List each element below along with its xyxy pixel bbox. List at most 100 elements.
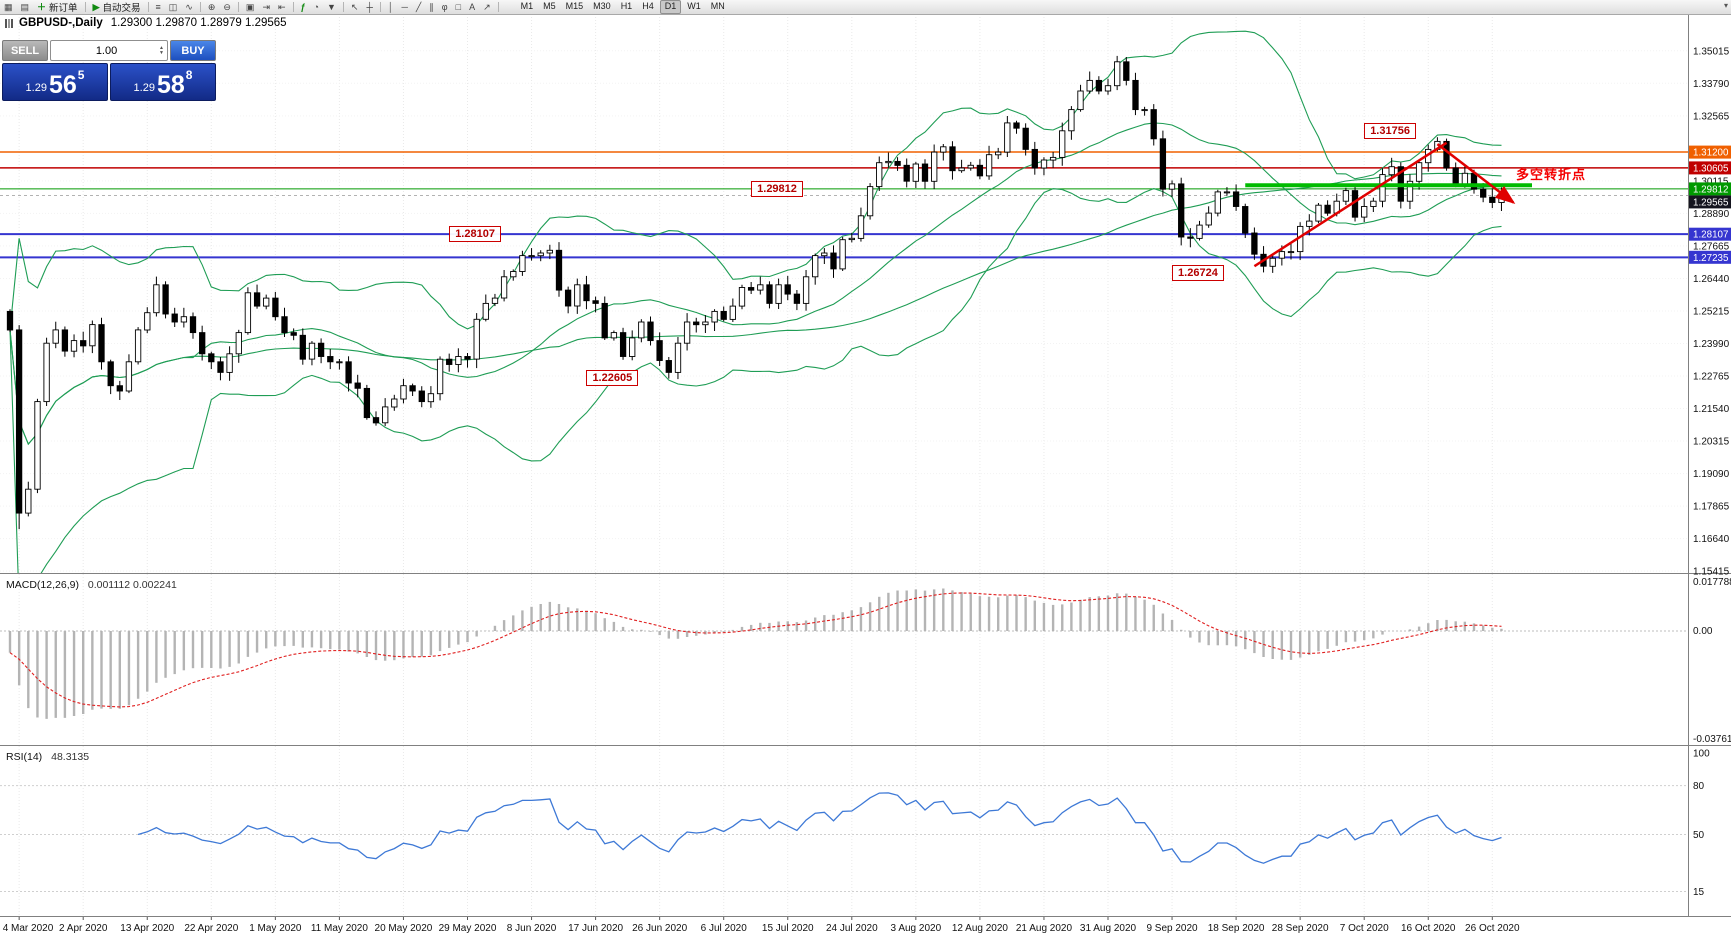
chart-profiles-icon[interactable]: ▤ (18, 1, 33, 13)
toolbar-overflow-icon[interactable]: ▾ (1723, 1, 1728, 10)
buy-button[interactable]: BUY (170, 40, 216, 61)
price-callout[interactable]: 1.29812 (751, 180, 803, 197)
vertical-line-icon: │ (387, 2, 394, 12)
svg-text:16 Oct 2020: 16 Oct 2020 (1401, 923, 1456, 934)
annotation-text[interactable]: 多空转折点 (1516, 166, 1587, 182)
arrow-objects-icon[interactable]: ↗ (480, 1, 494, 13)
svg-text:1.31200: 1.31200 (1693, 148, 1729, 159)
plus-icon: ＋ (37, 2, 47, 12)
play-icon: ▶ (92, 2, 100, 12)
cursor-icon[interactable]: ↖ (348, 1, 362, 13)
timeframe-h1-button[interactable]: H1 (620, 1, 633, 11)
chart-shift-icon[interactable]: ⇤ (275, 1, 289, 13)
toolbar-separator (199, 2, 201, 12)
line-chart-icon[interactable]: ∿ (182, 1, 196, 13)
macd-name: MACD(12,26,9) (6, 579, 79, 591)
new-order-button[interactable]: ＋新订单 (34, 1, 81, 14)
svg-text:4 Mar 2020: 4 Mar 2020 (3, 923, 54, 934)
price-callout[interactable]: 1.31756 (1364, 122, 1416, 139)
price-callout[interactable]: 1.26724 (1172, 265, 1224, 282)
equidistant-channel-icon: ∥ (429, 2, 434, 12)
timeframe-d1-button[interactable]: D1 (659, 0, 682, 14)
timeframe-m15-button[interactable]: M15 (565, 1, 584, 11)
svg-text:1 May 2020: 1 May 2020 (249, 923, 302, 934)
trend-line[interactable] (1253, 141, 1448, 268)
chart-title: GBPUSD-,Daily 1.29300 1.29870 1.28979 1.… (5, 17, 287, 29)
timeframe-m1-button[interactable]: M1 (520, 1, 534, 11)
crosshair-icon[interactable]: ┼ (363, 1, 375, 13)
svg-text:50: 50 (1693, 830, 1705, 841)
timeframe-w1-button[interactable]: W1 (687, 1, 701, 11)
price-badge (1689, 250, 1731, 264)
timeframe-h4-button[interactable]: H4 (642, 1, 654, 11)
svg-text:1.20315: 1.20315 (1693, 437, 1730, 448)
sell-price-big: 56 (48, 71, 77, 99)
price-callout[interactable]: 1.28107 (449, 226, 501, 243)
svg-text:100: 100 (1693, 749, 1710, 760)
templates-icon: ▼ (326, 2, 336, 12)
bar-chart-icon: ≡ (155, 2, 161, 12)
macd-panel (0, 588, 1688, 719)
toolbar-separator (342, 2, 344, 12)
periods-icon[interactable]: ◔ (311, 1, 322, 13)
cursor-icon: ↖ (350, 2, 359, 12)
buy-price-button[interactable]: 1.29 58 8 (110, 63, 216, 101)
trend-line[interactable] (1436, 143, 1516, 205)
horizontal-line-icon[interactable]: ─ (398, 1, 410, 13)
shapes-icon[interactable]: □ (453, 1, 464, 13)
candlestick-chart-icon[interactable]: ◫ (166, 1, 181, 13)
svg-text:1.16640: 1.16640 (1693, 534, 1730, 545)
chart-shift-icon: ⇤ (277, 2, 286, 12)
equidistant-channel-icon[interactable]: ∥ (426, 1, 437, 13)
svg-text:1.17865: 1.17865 (1693, 502, 1730, 513)
volume-increase-button[interactable]: ▲ (159, 44, 164, 51)
timeframe-m30-button[interactable]: M30 (593, 1, 611, 11)
svg-text:1.22765: 1.22765 (1693, 372, 1730, 383)
svg-text:1.25215: 1.25215 (1693, 306, 1730, 317)
auto-scroll-icon[interactable]: ⇥ (259, 1, 273, 13)
templates-icon[interactable]: ▼ (324, 1, 339, 13)
tile-windows-icon[interactable]: ▣ (243, 1, 258, 13)
chart-profiles-icon: ▤ (20, 2, 30, 12)
auto-trading-button[interactable]: ▶ 自动交易 (90, 1, 144, 14)
rsi-name: RSI(14) (6, 751, 43, 763)
price-badge (1689, 145, 1731, 159)
candlestick-chart-icon: ◫ (168, 2, 178, 12)
zoom-in-icon[interactable]: ⊕ (205, 1, 219, 13)
sell-price-button[interactable]: 1.29 56 5 (2, 63, 108, 101)
indicators-icon[interactable]: ƒ (298, 1, 309, 13)
time-axis: 4 Mar 2020 2 Apr 2020 13 Apr 2020 22 Apr 20… (3, 917, 1520, 934)
chart-icon (5, 18, 14, 28)
vertical-line-icon[interactable]: │ (385, 1, 397, 13)
price-badge (1689, 182, 1731, 196)
periods-icon: ◔ (313, 2, 319, 12)
timeframe-m5-button[interactable]: M5 (543, 1, 556, 11)
volume-stepper[interactable]: 1.00 ▲ ▼ (50, 40, 168, 61)
svg-text:13 Apr 2020: 13 Apr 2020 (120, 923, 174, 934)
price-callout[interactable]: 1.22605 (586, 370, 639, 387)
svg-text:2 Apr 2020: 2 Apr 2020 (59, 923, 108, 934)
sell-button[interactable]: SELL (2, 40, 48, 61)
svg-text:28 Sep 2020: 28 Sep 2020 (1272, 923, 1329, 934)
toolbar-separator (237, 2, 239, 12)
timeframe-mn-button[interactable]: MN (710, 1, 725, 11)
line-chart-icon: ∿ (185, 2, 193, 12)
svg-text:8 Jun 2020: 8 Jun 2020 (507, 923, 557, 934)
buy-price-prefix: 1.29 (133, 82, 155, 94)
zoom-out-icon[interactable]: ⊖ (220, 1, 234, 13)
trendline-icon[interactable]: ╱ (413, 1, 424, 13)
new-chart-icon[interactable]: ▦ (1, 1, 16, 13)
sell-price-prefix: 1.29 (25, 82, 47, 94)
text-icon[interactable]: A (466, 1, 478, 13)
svg-text:18 Sep 2020: 18 Sep 2020 (1208, 923, 1265, 934)
svg-text:22 Apr 2020: 22 Apr 2020 (184, 923, 238, 934)
auto-trading-button-label: 自动交易 (102, 3, 141, 14)
fibonacci-icon[interactable]: φ (439, 1, 451, 13)
horizontal-line-icon: ─ (401, 2, 408, 12)
bar-chart-icon[interactable]: ≡ (153, 1, 164, 13)
volume-decrease-button[interactable]: ▼ (159, 49, 164, 56)
svg-text:1.28890: 1.28890 (1693, 209, 1730, 220)
crosshair-icon: ┼ (366, 2, 373, 12)
